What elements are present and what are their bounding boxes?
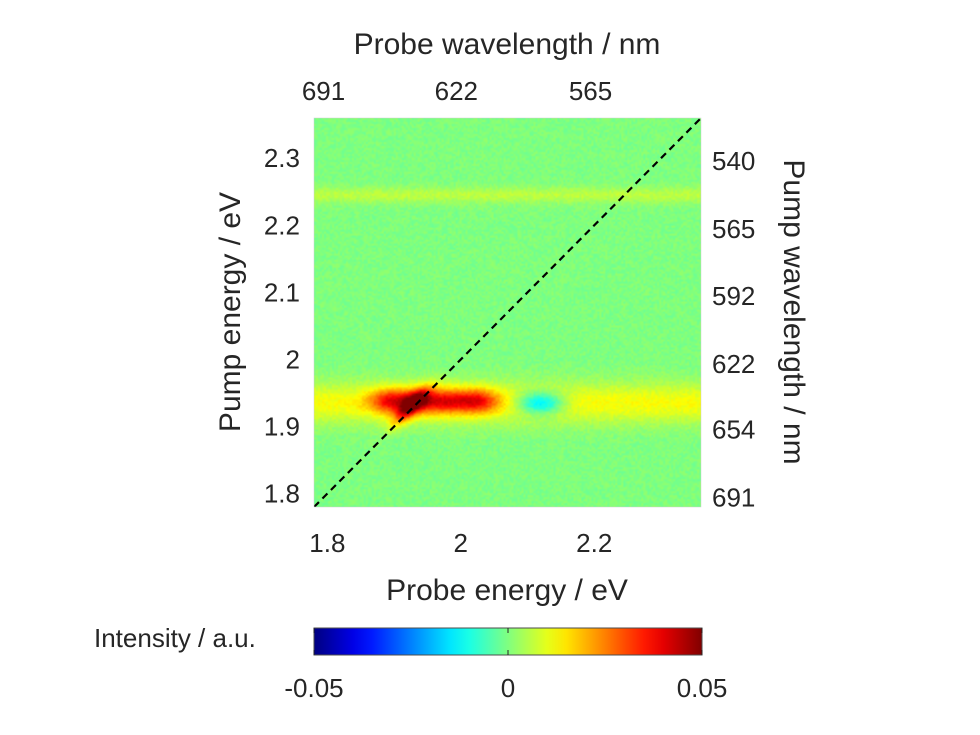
top-axis-label: Probe wavelength / nm: [354, 28, 661, 61]
colorbar-tick-label: 0.05: [677, 673, 728, 703]
x-axis-label: Probe energy / eV: [386, 574, 628, 607]
right-tick-label: 540: [712, 146, 755, 176]
y-axis-ticks: 1.8 1.9 2 2.1 2.2 2.3: [264, 143, 300, 508]
top-tick-label: 691: [302, 76, 345, 106]
colorbar-ticks: -0.05 0 0.05: [284, 628, 727, 703]
y-tick-label: 2: [286, 344, 300, 374]
y-tick-label: 1.8: [264, 479, 300, 509]
x-tick-label: 2: [454, 528, 468, 558]
right-tick-label: 592: [712, 281, 755, 311]
right-tick-label: 654: [712, 414, 755, 444]
y-axis-label: Pump energy / eV: [214, 192, 247, 432]
top-tick-label: 565: [569, 76, 612, 106]
right-tick-label: 565: [712, 214, 755, 244]
right-tick-label: 622: [712, 349, 755, 379]
y-tick-label: 2.1: [264, 277, 300, 307]
plot-frame: [313, 117, 702, 508]
colorbar-tick-label: -0.05: [284, 673, 343, 703]
right-axis-label: Pump wavelength / nm: [777, 159, 810, 464]
y-tick-label: 2.3: [264, 143, 300, 173]
x-tick-label: 2.2: [576, 528, 612, 558]
right-axis-ticks: 691 654 622 592 565 540: [712, 146, 755, 513]
heatmap-image: [314, 118, 701, 507]
diagonal-line: [314, 118, 701, 507]
y-tick-label: 1.9: [264, 412, 300, 442]
top-axis-ticks: 691 622 565: [302, 76, 612, 106]
top-tick-label: 622: [435, 76, 478, 106]
y-tick-label: 2.2: [264, 210, 300, 240]
colorbar-label: Intensity / a.u.: [94, 623, 256, 653]
right-tick-label: 691: [712, 482, 755, 512]
x-tick-label: 1.8: [309, 528, 345, 558]
colorbar-tick-label: 0: [501, 673, 515, 703]
x-axis-ticks: 1.8 2 2.2: [309, 528, 612, 558]
